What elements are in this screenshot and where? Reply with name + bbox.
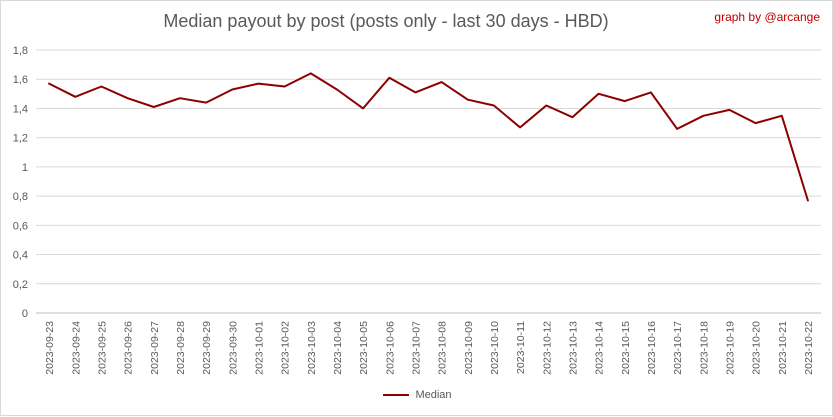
credit-label: graph by @arcange — [714, 10, 820, 24]
x-tick-label: 2023-10-03 — [306, 321, 318, 375]
x-tick-label: 2023-10-14 — [594, 321, 606, 375]
x-tick-label: 2023-10-13 — [567, 321, 579, 375]
series-line-median — [48, 72, 809, 202]
legend-label-median: Median — [415, 389, 452, 401]
x-tick-label: 2023-10-18 — [698, 321, 710, 375]
chart-title: Median payout by post (posts only - last… — [163, 11, 609, 31]
y-tick-label: 1 — [22, 162, 28, 174]
x-tick-label: 2023-10-02 — [280, 321, 292, 375]
y-tick-label: 0,8 — [13, 191, 28, 203]
x-tick-label: 2023-10-01 — [253, 321, 265, 375]
x-tick-label: 2023-10-15 — [620, 321, 632, 375]
y-tick-label: 0,2 — [13, 279, 28, 291]
x-tick-label: 2023-10-16 — [646, 321, 658, 375]
x-tick-label: 2023-09-26 — [123, 321, 135, 375]
legend-swatch — [383, 394, 410, 396]
x-tick-label: 2023-10-05 — [358, 321, 370, 375]
x-tick-label: 2023-09-27 — [149, 321, 161, 375]
x-tick-label: 2023-09-25 — [96, 321, 108, 375]
x-tick-label: 2023-10-20 — [751, 321, 763, 375]
x-tick-label: 2023-10-22 — [803, 321, 815, 375]
x-tick-label: 2023-09-28 — [175, 321, 187, 375]
y-tick-label: 0 — [22, 308, 28, 320]
x-tick-label: 2023-10-19 — [724, 321, 736, 375]
x-tick-label: 2023-10-10 — [489, 321, 501, 375]
y-tick-label: 1,4 — [13, 103, 28, 115]
x-tick-label: 2023-10-08 — [437, 321, 449, 375]
x-tick-label: 2023-10-11 — [515, 321, 527, 374]
y-tick-label: 1,8 — [13, 45, 28, 57]
x-tick-label: 2023-09-24 — [70, 321, 82, 375]
x-tick-label: 2023-10-06 — [384, 321, 396, 375]
x-tick-label: 2023-10-17 — [672, 321, 684, 375]
legend: Median — [1, 389, 833, 401]
x-tick-label: 2023-10-07 — [410, 321, 422, 375]
x-tick-label: 2023-09-30 — [227, 321, 239, 375]
x-tick-label: 2023-10-21 — [777, 321, 789, 375]
x-tick-label: 2023-10-09 — [463, 321, 475, 375]
y-tick-label: 1,2 — [13, 133, 28, 145]
x-tick-label: 2023-10-12 — [541, 321, 553, 375]
x-tick-label: 2023-09-23 — [44, 321, 56, 375]
x-tick-label: 2023-10-04 — [332, 321, 344, 375]
x-tick-label: 2023-09-29 — [201, 321, 213, 375]
y-tick-label: 1,6 — [13, 74, 28, 86]
y-tick-label: 0,4 — [13, 250, 28, 262]
y-tick-label: 0,6 — [13, 220, 28, 232]
